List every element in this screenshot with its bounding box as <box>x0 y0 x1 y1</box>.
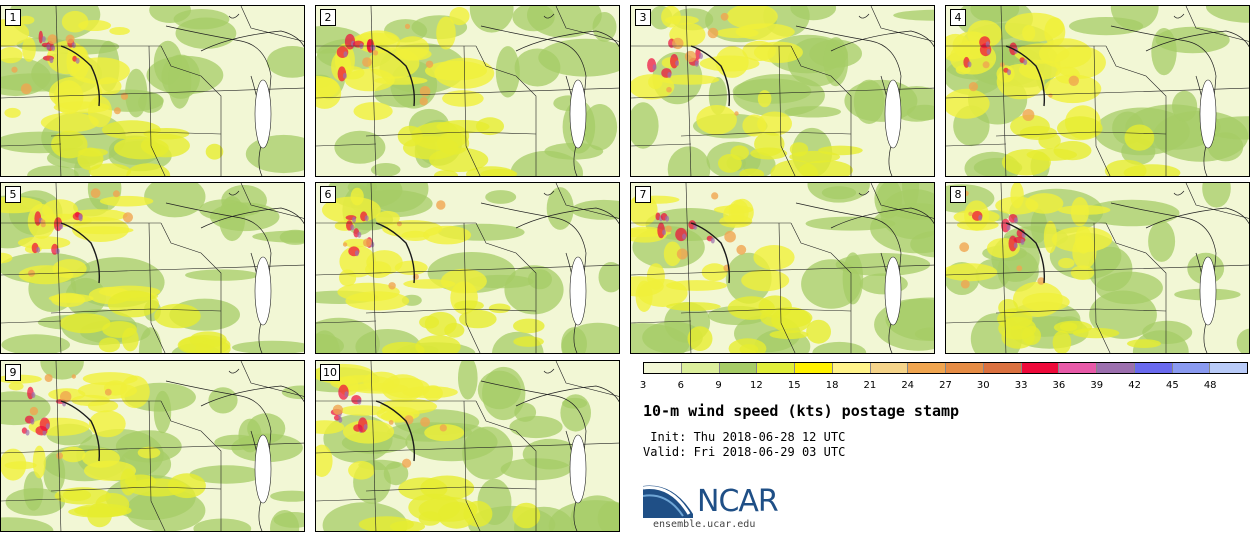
wind-map <box>946 6 1249 176</box>
legend-tick-label: 21 <box>863 380 877 391</box>
wind-panel-6: 6 <box>315 182 620 354</box>
wind-panel-10: 10 <box>315 360 620 532</box>
wind-map <box>631 183 934 353</box>
legend-swatch <box>1097 363 1135 373</box>
legend-tick-label: 15 <box>787 380 801 391</box>
panel-number-label: 9 <box>5 364 21 381</box>
legend-tick-label: 9 <box>715 380 722 391</box>
legend-swatch <box>983 363 1022 373</box>
wind-map <box>631 6 934 176</box>
wind-map <box>946 183 1249 353</box>
panel-number-label: 7 <box>635 186 651 203</box>
run-info: Init: Thu 2018-06-28 12 UTC Valid: Fri 2… <box>643 430 845 460</box>
legend-swatch <box>946 363 984 373</box>
legend-swatch <box>757 363 795 373</box>
panel-number-label: 1 <box>5 9 21 26</box>
logo-text: NCAR <box>697 484 779 519</box>
panel-number-label: 4 <box>950 9 966 26</box>
legend-tick-label: 24 <box>901 380 915 391</box>
wind-map <box>1 6 304 176</box>
panel-number-label: 3 <box>635 9 651 26</box>
legend-tick-label: 45 <box>1166 380 1179 391</box>
wind-map <box>1 361 304 531</box>
wind-panel-7: 7 <box>630 182 935 354</box>
legend-swatch <box>832 363 871 373</box>
legend-swatch <box>870 363 909 373</box>
legend-swatch <box>795 363 833 373</box>
legend-tick-label: 18 <box>825 380 839 391</box>
legend-tick-label: 48 <box>1203 380 1217 391</box>
figure-title: 10-m wind speed (kts) postage stamp <box>643 402 960 420</box>
legend-tick-label: 3 <box>639 380 647 391</box>
legend-tick-label: 36 <box>1052 380 1066 391</box>
legend-swatch <box>1021 363 1060 373</box>
panel-number-label: 5 <box>5 186 21 203</box>
wind-panel-5: 5 <box>0 182 305 354</box>
wind-panel-4: 4 <box>945 5 1250 177</box>
wind-panel-1: 1 <box>0 5 305 177</box>
wind-map <box>316 183 619 353</box>
legend-swatch <box>908 363 946 373</box>
site-url: ensemble.ucar.edu <box>653 519 756 530</box>
wind-map <box>316 361 619 531</box>
legend-tick-label: 27 <box>939 380 952 391</box>
legend-swatch <box>1134 363 1173 373</box>
legend-swatch <box>681 363 720 373</box>
legend-swatch <box>1172 363 1211 373</box>
legend-swatch <box>719 363 758 373</box>
panel-number-label: 2 <box>320 9 336 26</box>
wind-panel-2: 2 <box>315 5 620 177</box>
wind-panel-3: 3 <box>630 5 935 177</box>
color-legend <box>643 362 1248 374</box>
legend-tick-label: 39 <box>1090 380 1104 391</box>
legend-swatch <box>1059 363 1097 373</box>
panel-number-label: 6 <box>320 186 336 203</box>
legend-swatch <box>1210 363 1247 373</box>
wind-map <box>1 183 304 353</box>
ncar-logo-icon <box>643 485 693 518</box>
legend-tick-label: 30 <box>976 380 990 391</box>
panel-number-label: 8 <box>950 186 966 203</box>
panel-number-label: 10 <box>320 364 340 381</box>
legend-swatch <box>644 363 682 373</box>
wind-panel-9: 9 <box>0 360 305 532</box>
legend-tick-label: 33 <box>1014 380 1028 391</box>
legend-tick-label: 42 <box>1128 380 1141 391</box>
legend-tick-label: 12 <box>750 380 763 391</box>
legend-ticks: 3 6 9 12 15 18 21 24 27 30 33 36 39 42 45 48 <box>639 380 1248 394</box>
init-time: Init: Thu 2018-06-28 12 UTC <box>643 430 846 444</box>
wind-map <box>316 6 619 176</box>
wind-panel-8: 8 <box>945 182 1250 354</box>
legend-tick-label: 6 <box>677 380 684 391</box>
valid-time: Valid: Fri 2018-06-29 03 UTC <box>643 445 846 459</box>
